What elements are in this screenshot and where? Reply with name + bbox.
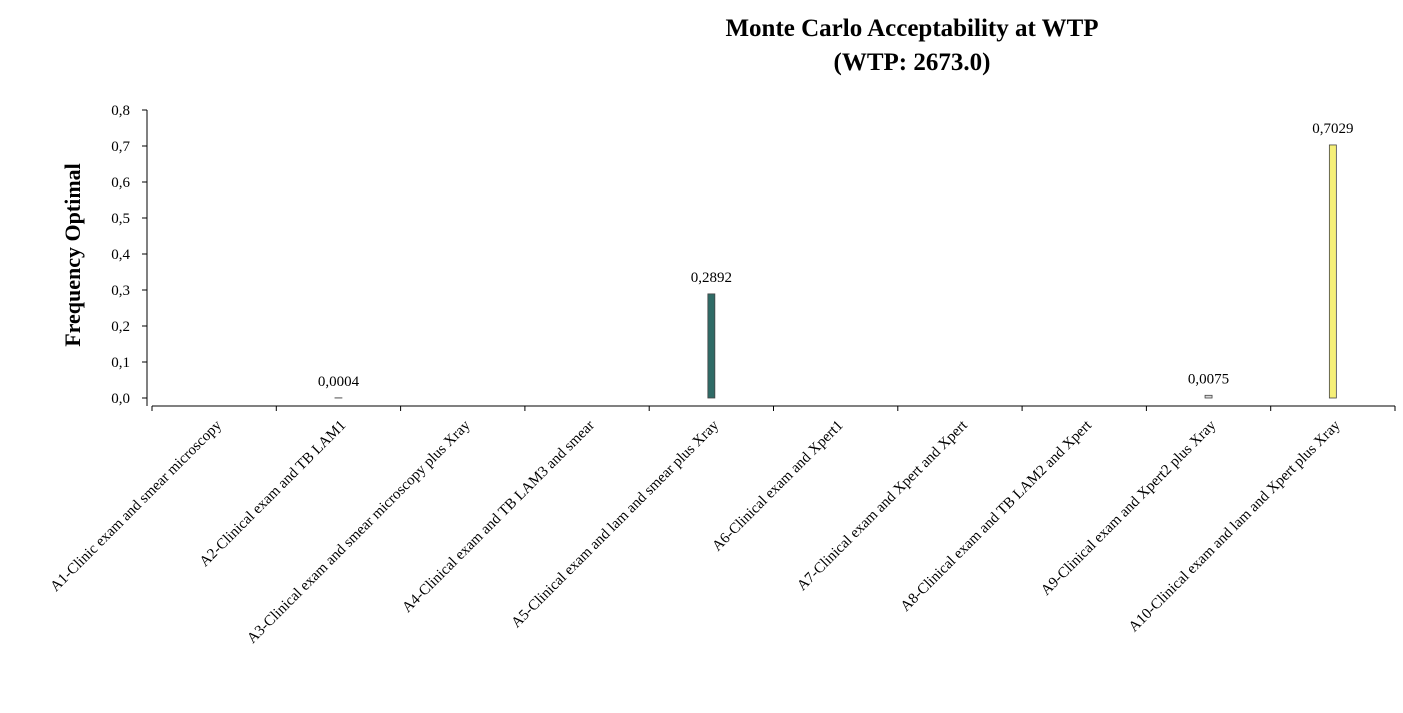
y-tick-label: 0,3 <box>111 283 130 299</box>
x-tick-label: A2-Clinical exam and TB LAM1 <box>197 418 350 571</box>
y-tick-label: 0,1 <box>111 355 130 371</box>
value-label: 0,7029 <box>1312 121 1353 137</box>
y-tick-label: 0,0 <box>111 391 130 407</box>
x-tick-label: A1-Clinic exam and smear microscopy <box>48 417 226 595</box>
value-label: 0,0004 <box>318 374 360 390</box>
bar <box>1205 395 1212 398</box>
bar <box>1329 145 1336 398</box>
y-tick-label: 0,4 <box>111 247 130 263</box>
x-tick-label: A5-Clinical exam and lam and smear plus … <box>509 417 723 631</box>
x-tick-label: A8-Clinical exam and TB LAM2 and Xpert <box>898 417 1096 615</box>
x-tick-label: A6-Clinical exam and Xpert1 <box>709 418 846 555</box>
y-tick-label: 0,2 <box>111 319 130 335</box>
chart-subtitle: (WTP: 2673.0) <box>834 49 991 76</box>
value-label: 0,2892 <box>691 270 732 286</box>
y-tick-label: 0,6 <box>111 175 130 191</box>
y-axis-label: Frequency Optimal <box>60 163 85 347</box>
x-tick-label: A10-Clinical exam and lam and Xpert plus… <box>1126 417 1344 635</box>
x-tick-label: A4-Clinical exam and TB LAM3 and smear <box>399 418 597 616</box>
value-label: 0,0075 <box>1188 371 1229 387</box>
bar <box>708 294 715 398</box>
chart-title: Monte Carlo Acceptability at WTP <box>725 15 1098 42</box>
y-tick-label: 0,8 <box>111 103 130 119</box>
x-tick-label: A3-Clinical exam and smear microscopy pl… <box>244 417 474 647</box>
y-tick-label: 0,5 <box>111 211 130 227</box>
y-tick-label: 0,7 <box>111 139 130 155</box>
